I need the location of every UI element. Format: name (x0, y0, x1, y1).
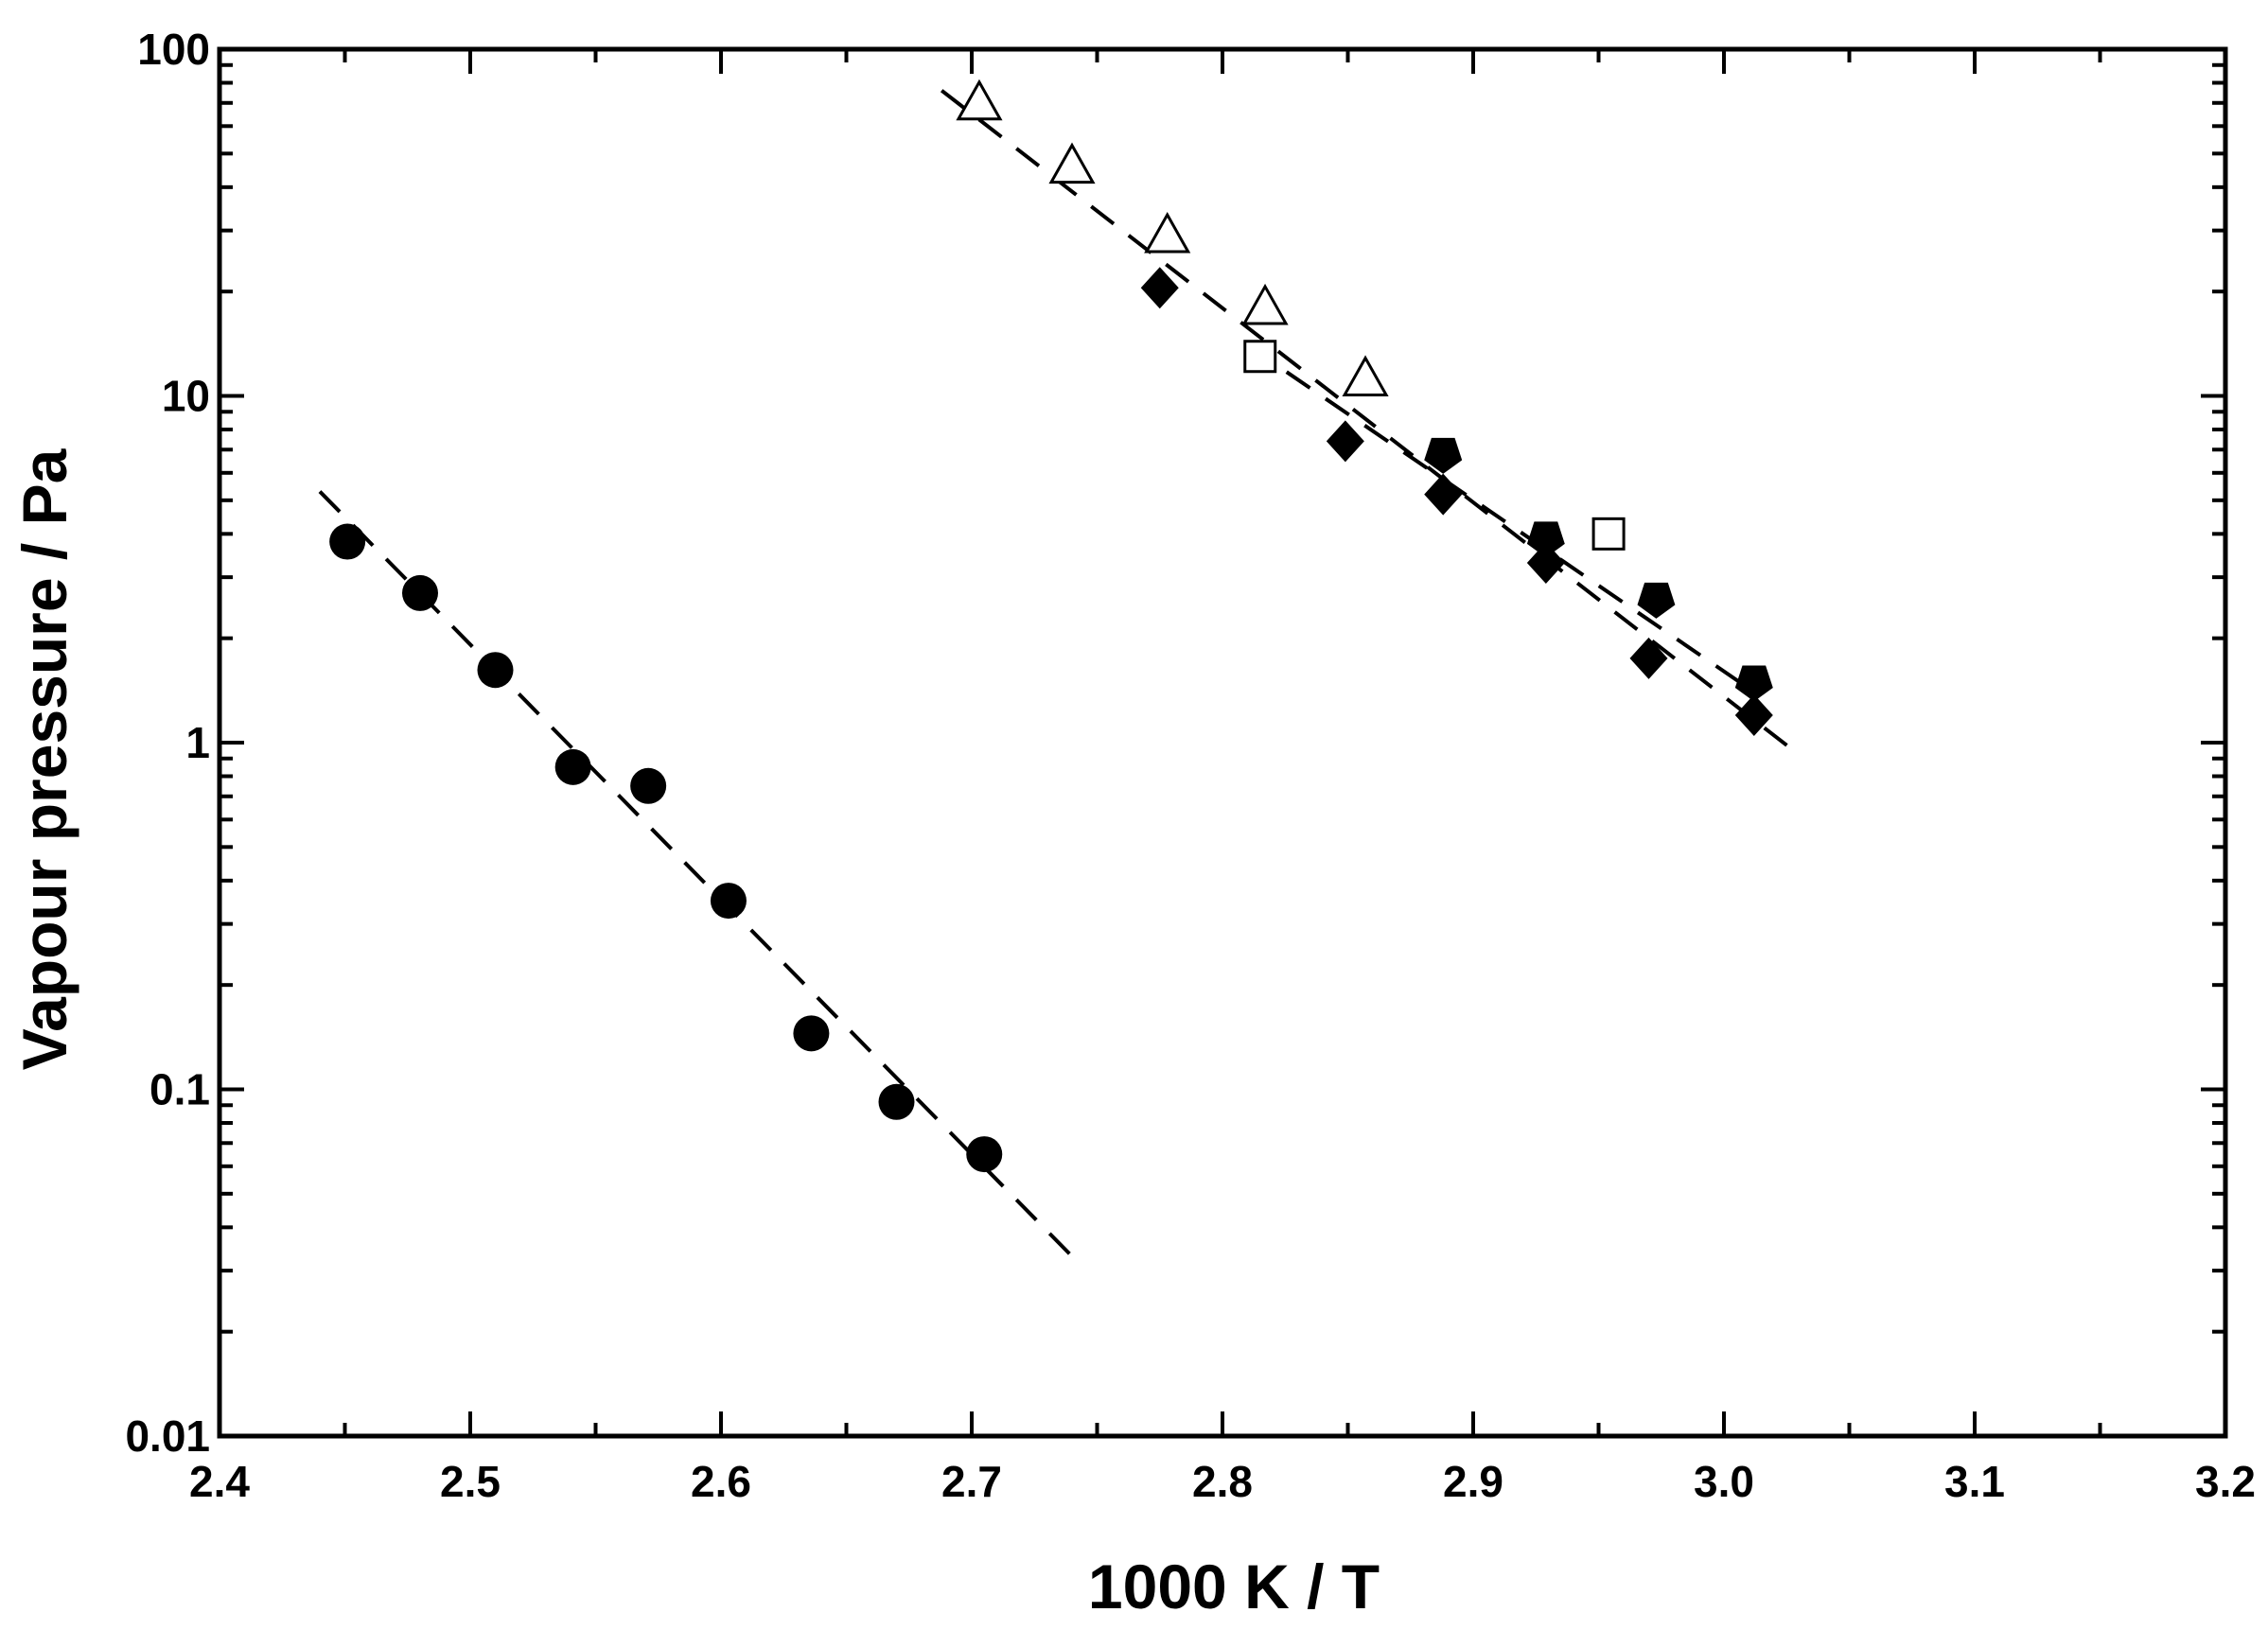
data-points (329, 79, 1773, 1173)
plot-frame (217, 46, 2228, 1439)
x-tick-label: 2.4 (189, 1457, 250, 1506)
data-point-circle (477, 652, 514, 689)
data-point-diamond (1140, 267, 1179, 309)
x-tick-label: 3.1 (1944, 1457, 2005, 1506)
data-point-circle (966, 1136, 1003, 1173)
data-point-diamond (1734, 693, 1773, 736)
y-tick-label: 0.1 (149, 1065, 210, 1114)
data-point-pentagon (1526, 521, 1565, 558)
x-tick-label: 3.2 (2195, 1457, 2256, 1506)
data-point-diamond (1629, 637, 1668, 679)
x-axis-title: 1000 K / T (1088, 1551, 1380, 1621)
x-tick-label: 2.7 (941, 1457, 1002, 1506)
data-point-triangle (1342, 355, 1389, 396)
y-axis-title: Vapour pressure / Pa (9, 447, 79, 1070)
data-point-circle (710, 883, 747, 920)
x-tick-label: 2.5 (440, 1457, 501, 1506)
y-tick-label: 100 (137, 25, 210, 74)
fit-line (318, 490, 1074, 1258)
fit-line (1246, 343, 1755, 694)
x-tick-label: 2.9 (1443, 1457, 1503, 1506)
data-point-circle (402, 574, 438, 611)
data-point-diamond (1526, 541, 1565, 584)
data-point-circle (630, 767, 667, 804)
data-point-triangle (956, 79, 1003, 121)
data-point-pentagon (1424, 437, 1463, 474)
y-tick-label: 1 (185, 718, 210, 767)
data-point-diamond (1326, 420, 1364, 463)
fit-lines (318, 89, 1803, 1258)
x-tick-label: 2.8 (1192, 1457, 1253, 1506)
data-point-square (1591, 517, 1626, 551)
data-point-square (1243, 340, 1277, 374)
data-point-triangle (1241, 283, 1289, 325)
x-tick-label: 3.0 (1694, 1457, 1754, 1506)
data-point-circle (329, 523, 366, 560)
data-point-pentagon (1734, 665, 1773, 702)
data-point-circle (554, 748, 591, 785)
data-point-circle (793, 1015, 830, 1052)
data-point-pentagon (1637, 582, 1676, 619)
axes: 2.4 2.5 2.6 2.7 2.8 2.9 3.0 3.1 3.2 0.01 0.1 1 10 100 (125, 25, 2256, 1506)
fit-line (940, 89, 1803, 759)
y-tick-label: 0.01 (125, 1411, 210, 1461)
data-point-circle (878, 1083, 915, 1120)
x-tick-label: 2.6 (691, 1457, 751, 1506)
data-point-triangle (1144, 211, 1191, 254)
data-point-triangle (1048, 142, 1096, 184)
data-point-diamond (1424, 473, 1463, 516)
y-tick-label: 10 (162, 372, 210, 421)
